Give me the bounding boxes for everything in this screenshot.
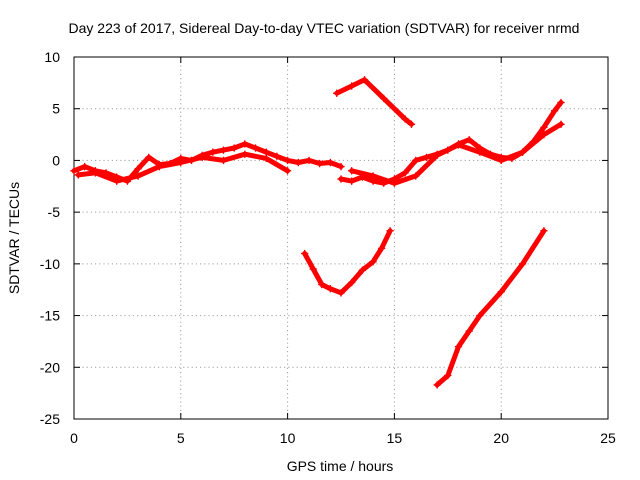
data-point xyxy=(273,152,281,161)
data-point xyxy=(360,76,369,84)
data-point xyxy=(300,249,309,258)
data-point xyxy=(465,135,473,144)
data-point xyxy=(326,284,335,293)
series-4-trace xyxy=(338,100,564,186)
grid xyxy=(74,57,608,419)
y-tick-label: -25 xyxy=(40,411,60,427)
data-point xyxy=(476,148,484,156)
data-point xyxy=(241,150,249,158)
data-point xyxy=(369,258,377,266)
x-tick-label: 25 xyxy=(600,430,616,446)
x-tick-label: 10 xyxy=(280,430,296,446)
data-point xyxy=(557,98,565,107)
data-point xyxy=(433,151,441,160)
data-point xyxy=(386,227,394,235)
data-point xyxy=(358,266,367,274)
chart-title: Day 223 of 2017, Sidereal Day-to-day VTE… xyxy=(69,20,580,36)
data-point xyxy=(347,167,356,175)
x-axis-label: GPS time / hours xyxy=(287,458,394,474)
data-point xyxy=(283,167,292,175)
data-point xyxy=(177,158,185,167)
data-point xyxy=(497,288,505,296)
data-point xyxy=(540,227,548,235)
y-tick-label: -5 xyxy=(48,204,61,220)
y-axis-label: SDTVAR / TECUs xyxy=(6,182,22,294)
x-tick-label: 5 xyxy=(177,430,185,446)
data-point xyxy=(91,169,100,177)
data-point xyxy=(219,146,228,154)
data-series xyxy=(70,76,565,389)
data-point xyxy=(155,162,164,171)
data-point xyxy=(198,153,206,162)
data-point xyxy=(465,327,473,335)
x-tick-label: 20 xyxy=(493,430,509,446)
data-point xyxy=(422,153,431,162)
data-point xyxy=(74,171,83,179)
data-point xyxy=(518,148,527,156)
data-point xyxy=(337,289,345,297)
x-tick-label: 0 xyxy=(70,430,78,446)
data-point xyxy=(134,172,142,180)
data-point xyxy=(540,123,548,132)
data-point xyxy=(407,120,416,128)
data-point xyxy=(412,156,420,165)
data-point xyxy=(112,177,121,185)
y-tick-label: 10 xyxy=(44,49,60,65)
data-point xyxy=(283,156,292,165)
data-point xyxy=(401,169,409,177)
data-point xyxy=(476,311,484,320)
data-point xyxy=(379,94,388,103)
data-point xyxy=(454,342,463,351)
data-point xyxy=(390,179,399,187)
y-tick-label: -15 xyxy=(40,308,60,324)
data-point xyxy=(497,156,505,165)
data-point xyxy=(337,175,345,183)
data-point xyxy=(550,107,559,115)
data-point xyxy=(294,158,303,167)
y-tick-label: -10 xyxy=(40,256,60,272)
data-point xyxy=(262,154,270,163)
data-point xyxy=(401,115,409,123)
data-point xyxy=(230,144,238,152)
data-point xyxy=(209,148,217,156)
y-tick-label: -20 xyxy=(40,359,60,375)
data-point xyxy=(347,82,356,90)
series-6-trace xyxy=(302,228,393,296)
data-point xyxy=(557,120,565,128)
data-point xyxy=(262,148,270,156)
data-point xyxy=(134,164,142,173)
data-point xyxy=(433,381,441,389)
data-point xyxy=(326,158,335,167)
data-point xyxy=(145,153,153,162)
series-7-trace xyxy=(434,228,547,388)
x-tick-label: 15 xyxy=(387,430,403,446)
data-point xyxy=(219,156,228,165)
data-point xyxy=(454,141,463,149)
data-point xyxy=(444,371,452,380)
data-point xyxy=(315,159,324,168)
data-point xyxy=(70,167,78,175)
data-point xyxy=(80,162,89,171)
data-point xyxy=(347,278,356,287)
plot-frame xyxy=(73,56,609,420)
series-3-trace xyxy=(334,77,414,127)
data-point xyxy=(305,156,313,165)
y-tick-label: 5 xyxy=(52,101,60,117)
data-point xyxy=(337,162,345,171)
y-tick-label: 0 xyxy=(52,152,60,168)
data-point xyxy=(318,280,326,289)
data-point xyxy=(540,130,548,139)
data-point xyxy=(369,172,377,180)
ticks: 0 5 10 15 20 25 -25 -20 -15 -10 -5 0 5 10 xyxy=(40,49,616,446)
data-point xyxy=(332,89,341,97)
data-point xyxy=(518,260,527,268)
series-5-trace xyxy=(349,121,564,186)
data-point xyxy=(377,244,386,253)
data-point xyxy=(241,140,249,148)
data-point xyxy=(347,177,356,185)
data-point xyxy=(309,265,317,273)
data-point xyxy=(412,172,420,180)
data-point xyxy=(251,144,260,152)
